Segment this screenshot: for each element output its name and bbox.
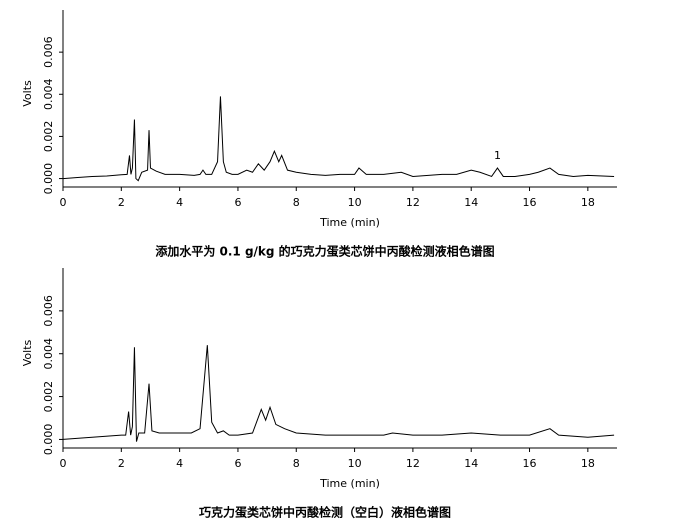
y-tick-label: 0.002 (42, 121, 55, 153)
x-tick-label: 0 (60, 457, 67, 470)
x-tick-label: 0 (60, 196, 67, 209)
caption: 添加水平为 0.1 g/kg 的巧克力蛋类芯饼中丙酸检测液相色谱图 (155, 244, 494, 259)
y-tick-label: 0.004 (42, 79, 55, 111)
y-axis-label: Volts (21, 339, 34, 366)
chromatogram-line (62, 96, 615, 182)
y-tick-label: 0.006 (42, 295, 55, 327)
x-tick-label: 2 (118, 196, 125, 209)
x-tick-label: 18 (581, 196, 595, 209)
x-tick-label: 14 (464, 196, 478, 209)
peak-annotation: 1 (494, 149, 501, 162)
x-axis-label: Time (min) (319, 477, 380, 490)
chromatogram-line (62, 345, 615, 442)
y-tick-label: 0.006 (42, 36, 55, 67)
x-tick-label: 6 (234, 457, 241, 470)
y-axis-label: Volts (21, 80, 34, 107)
x-tick-label: 2 (118, 457, 125, 470)
x-tick-label: 8 (293, 457, 300, 470)
x-axis-label: Time (min) (319, 216, 380, 229)
x-tick-label: 16 (523, 457, 537, 470)
x-tick-label: 8 (293, 196, 300, 209)
x-tick-label: 18 (581, 457, 595, 470)
y-tick-label: 0.000 (42, 163, 55, 195)
y-tick-label: 0.002 (42, 381, 55, 413)
x-tick-label: 14 (464, 457, 478, 470)
x-tick-label: 4 (176, 196, 183, 209)
caption: 巧克力蛋类芯饼中丙酸检测（空白）液相色谱图 (199, 505, 451, 520)
x-tick-label: 6 (234, 196, 241, 209)
y-tick-label: 0.004 (42, 338, 55, 370)
x-tick-label: 12 (406, 196, 420, 209)
x-tick-label: 16 (523, 196, 537, 209)
y-tick-label: 0.000 (42, 424, 55, 456)
x-tick-label: 4 (176, 457, 183, 470)
x-tick-label: 10 (348, 196, 362, 209)
x-tick-label: 12 (406, 457, 420, 470)
x-tick-label: 10 (348, 457, 362, 470)
